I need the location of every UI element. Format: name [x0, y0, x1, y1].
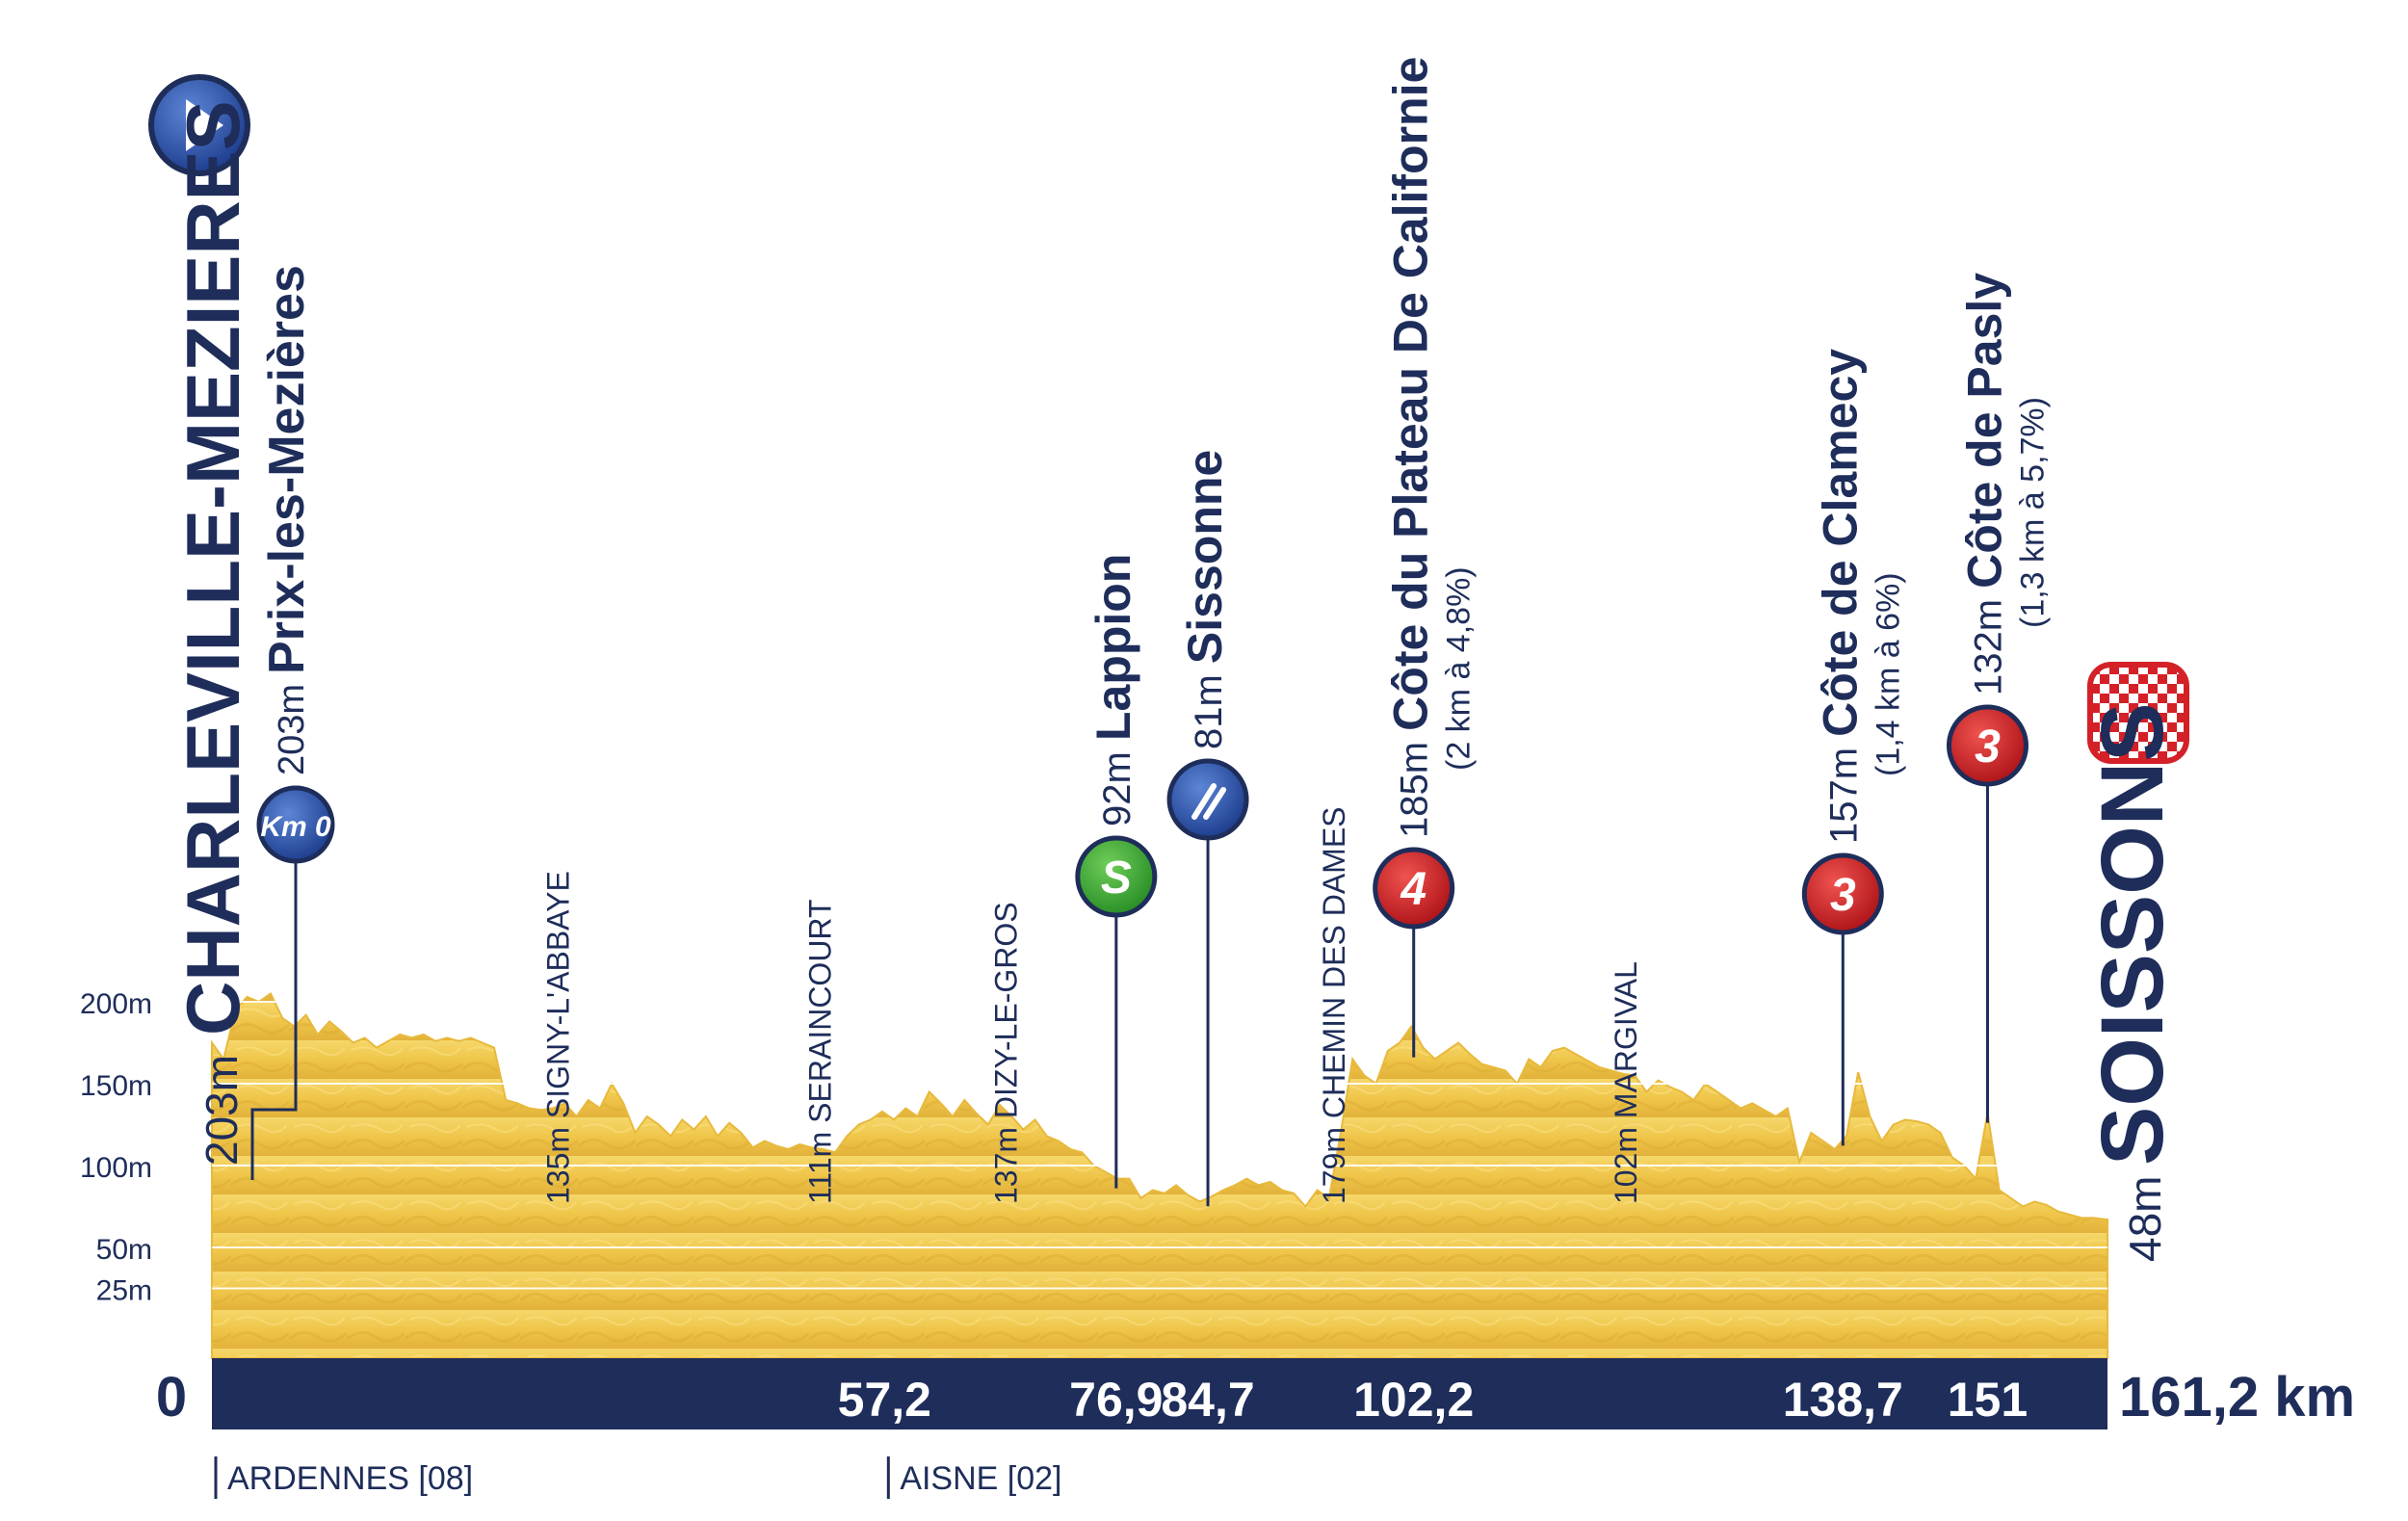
finish-marker: SOISSONS 48m	[2083, 662, 2189, 1262]
x-tick-label: 0	[156, 1366, 187, 1429]
y-tick-label: 25m	[96, 1275, 152, 1307]
point-detail: (1,3 km à 5,7%)	[2014, 397, 2051, 628]
point-badge-label: 3	[1830, 870, 1856, 921]
km0-name: Prix-les-Mezières	[259, 265, 315, 674]
x-tick-label: 76,9	[1069, 1373, 1163, 1427]
x-tick-label: 84,7	[1161, 1373, 1254, 1427]
point-alt: 157m	[1822, 737, 1865, 844]
place-label: 102m MARGIVAL	[1609, 961, 1643, 1204]
x-tick-label: 161,2 km	[2119, 1366, 2355, 1429]
km0-marker: Km 0 Prix-les-Mezières 203m	[256, 265, 335, 864]
point-name-bold: Lappion	[1086, 554, 1140, 741]
place-label: 111m SERAINCOURT	[803, 899, 838, 1204]
start-alt: 203m	[196, 1055, 247, 1166]
distance-bar	[212, 1358, 2107, 1429]
elevation-area	[211, 992, 2108, 1359]
department-label: AISNE [02]	[900, 1460, 1061, 1497]
y-tick-label: 100m	[80, 1152, 152, 1184]
point-name: 81m Sissonne	[1178, 450, 1232, 749]
point-detail: (1,4 km à 6%)	[1870, 572, 1906, 776]
point-detail: (2 km à 4,8%)	[1441, 566, 1478, 771]
start-name: CHARLEVILLE-MEZIERES	[170, 100, 255, 1036]
point-alt: 132m	[1967, 589, 2009, 695]
point-climb: 3 157m Côte de Clamecy (1,4 km à 6%)	[1801, 349, 1906, 1146]
finish-alt: 48m	[2120, 1176, 2170, 1262]
km0-badge-label: Km 0	[260, 811, 331, 843]
point-alt: 185m	[1394, 731, 1436, 838]
point-badge-label: 4	[1400, 864, 1426, 915]
x-axis-labels: 0 57,2 76,984,7 102,2 138,7 151 161,2 km	[156, 1366, 2355, 1429]
department-label: ARDENNES [08]	[227, 1460, 473, 1497]
start-marker: CHARLEVILLE-MEZIERES 203m	[148, 74, 298, 1180]
point-name-bold: Sissonne	[1178, 450, 1232, 664]
y-axis-labels: 25m 50m 100m 150m 200m	[80, 988, 152, 1307]
cutlery-icon	[1191, 783, 1227, 820]
km0-alt: 203m	[272, 684, 312, 775]
y-tick-label: 50m	[96, 1234, 152, 1266]
x-tick-label: 57,2	[838, 1373, 931, 1427]
climb-badge-icon	[1946, 704, 2028, 787]
x-tick-label: 138,7	[1783, 1373, 1903, 1427]
y-tick-label: 150m	[80, 1070, 152, 1102]
point-badge-label: 3	[1975, 721, 2001, 773]
x-tick-label: 102,2	[1353, 1373, 1474, 1427]
climb-badge-icon	[1801, 852, 1884, 935]
point-climb: 4 185m Côte du Plateau De Californie (2 km…	[1373, 57, 1478, 1058]
place-label: 137m DIZY-LE-GROS	[989, 902, 1024, 1204]
intermediate-places: 135m SIGNY-L'ABBAYE 111m SERAINCOURT 137m …	[540, 806, 1643, 1204]
point-alt: 81m	[1188, 664, 1230, 749]
start-connector	[250, 863, 298, 1180]
point-name: 157m Côte de Clamecy	[1813, 349, 1867, 844]
point-name: 185m Côte du Plateau De Californie	[1384, 57, 1438, 838]
point-alt: 92m	[1096, 741, 1139, 826]
place-label: 179m CHEMIN DES DAMES	[1317, 806, 1351, 1204]
place-label: 135m SIGNY-L'ABBAYE	[540, 871, 575, 1204]
point-climb: 3 132m Côte de Pasly (1,3 km à 5,7%)	[1946, 273, 2051, 1123]
race-points: S 92m Lappion 81m Sissonne 4 185m Côte du Pl…	[1075, 57, 2051, 1207]
point-feed: 81m Sissonne	[1166, 450, 1249, 1207]
department-labels: ARDENNES [08] AISNE [02]	[214, 1456, 1062, 1499]
point-name-bold: Côte de Pasly	[1957, 273, 2011, 589]
y-tick-label: 200m	[80, 988, 152, 1020]
finish-name: SOISSONS	[2083, 702, 2182, 1166]
km0-badge-icon	[256, 785, 335, 864]
climb-badge-icon	[1373, 847, 1455, 930]
point-sprint: S 92m Lappion	[1075, 554, 1158, 1189]
x-tick-label: 151	[1948, 1373, 2028, 1427]
point-badge-label: S	[1101, 852, 1132, 904]
point-name: 132m Côte de Pasly	[1957, 273, 2011, 695]
point-name-bold: Côte de Clamecy	[1813, 349, 1867, 737]
elevation-gridlines	[212, 1001, 2107, 1290]
point-name-bold: Côte du Plateau De Californie	[1384, 57, 1438, 731]
checkered-flag-icon	[2087, 662, 2189, 764]
point-name: 92m Lappion	[1086, 554, 1140, 826]
sprint-badge-icon	[1075, 835, 1158, 918]
